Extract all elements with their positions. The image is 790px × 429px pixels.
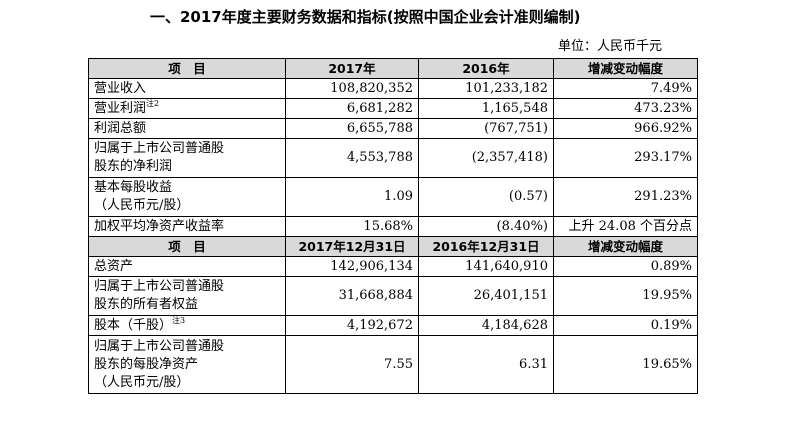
table-header-row: 项 目 2017年 2016年 增减变动幅度 <box>88 58 698 79</box>
table-row: 归属于上市公司普通股 股东的净利润 4,553,788 (2,357,418) 2… <box>88 138 698 178</box>
unit-label: 单位：人民币千元 <box>558 39 663 54</box>
value-2017: 31,668,884 <box>285 276 419 316</box>
value-2017: 7.55 <box>285 335 419 394</box>
value-2017: 15.68% <box>285 216 419 237</box>
footnote-ref: 注3 <box>172 315 186 325</box>
value-2016: (0.57) <box>418 177 554 217</box>
header-2017: 2017年 <box>285 58 419 79</box>
table-row: 营业利润注2 6,681,282 1,165,548 473.23% <box>88 98 698 119</box>
value-2016: 141,640,910 <box>418 256 554 277</box>
financial-data-table: 项 目 2017年 2016年 增减变动幅度 营业收入 108,820,352 … <box>88 58 698 394</box>
table-row: 利润总额 6,655,788 (767,751) 966.92% <box>88 118 698 139</box>
section-title: 一、2017年度主要财务数据和指标(按照中国企业会计准则编制) <box>150 8 581 26</box>
value-2016: 1,165,548 <box>418 98 554 119</box>
value-2016: 6.31 <box>418 335 554 394</box>
value-change: 19.95% <box>553 276 698 316</box>
value-change: 上升 24.08 个百分点 <box>553 216 698 237</box>
value-2016: 4,184,628 <box>418 315 554 336</box>
table-row: 营业收入 108,820,352 101,233,182 7.49% <box>88 78 698 99</box>
row-label: 基本每股收益 （人民币元/股） <box>88 177 286 217</box>
row-label: 归属于上市公司普通股 股东的所有者权益 <box>88 276 286 316</box>
row-label: 归属于上市公司普通股 股东的每股净资产 （人民币元/股） <box>88 335 286 394</box>
value-2016: 26,401,151 <box>418 276 554 316</box>
value-2017: 142,906,134 <box>285 256 419 277</box>
table-row: 加权平均净资产收益率 15.68% (8.40%) 上升 24.08 个百分点 <box>88 216 698 237</box>
table-row: 基本每股收益 （人民币元/股） 1.09 (0.57) 291.23% <box>88 177 698 217</box>
value-2017: 1.09 <box>285 177 419 217</box>
header-change: 增减变动幅度 <box>553 58 698 79</box>
header-item: 项 目 <box>88 236 286 257</box>
value-change: 293.17% <box>553 138 698 178</box>
row-label: 营业利润注2 <box>88 98 286 119</box>
footnote-ref: 注2 <box>146 98 160 108</box>
value-2016: (8.40%) <box>418 216 554 237</box>
table-row: 股本（千股）注3 4,192,672 4,184,628 0.19% <box>88 315 698 336</box>
row-label: 加权平均净资产收益率 <box>88 216 286 237</box>
value-2016: (767,751) <box>418 118 554 139</box>
value-2017: 4,553,788 <box>285 138 419 178</box>
table-row: 归属于上市公司普通股 股东的所有者权益 31,668,884 26,401,151… <box>88 276 698 316</box>
value-2016: (2,357,418) <box>418 138 554 178</box>
header-2016-end: 2016年12月31日 <box>418 236 554 257</box>
value-change: 0.19% <box>553 315 698 336</box>
value-2017: 108,820,352 <box>285 78 419 99</box>
header-2017-end: 2017年12月31日 <box>285 236 419 257</box>
table-row: 总资产 142,906,134 141,640,910 0.89% <box>88 256 698 277</box>
row-label: 利润总额 <box>88 118 286 139</box>
value-change: 7.49% <box>553 78 698 99</box>
row-label: 归属于上市公司普通股 股东的净利润 <box>88 138 286 178</box>
value-change: 0.89% <box>553 256 698 277</box>
header-change: 增减变动幅度 <box>553 236 698 257</box>
value-2016: 101,233,182 <box>418 78 554 99</box>
header-2016: 2016年 <box>418 58 554 79</box>
header-item: 项 目 <box>88 58 286 79</box>
row-label: 营业收入 <box>88 78 286 99</box>
value-2017: 6,681,282 <box>285 98 419 119</box>
row-label: 总资产 <box>88 256 286 277</box>
value-change: 966.92% <box>553 118 698 139</box>
row-label: 股本（千股）注3 <box>88 315 286 336</box>
value-2017: 4,192,672 <box>285 315 419 336</box>
value-change: 473.23% <box>553 98 698 119</box>
value-2017: 6,655,788 <box>285 118 419 139</box>
value-change: 19.65% <box>553 335 698 394</box>
value-change: 291.23% <box>553 177 698 217</box>
table-row: 归属于上市公司普通股 股东的每股净资产 （人民币元/股） 7.55 6.31 19.… <box>88 335 698 394</box>
table-header-row: 项 目 2017年12月31日 2016年12月31日 增减变动幅度 <box>88 236 698 257</box>
